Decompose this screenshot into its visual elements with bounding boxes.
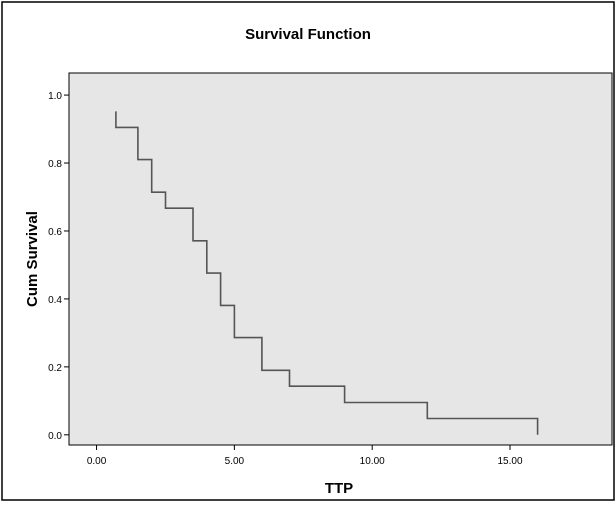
x-axis-label: TTP	[325, 480, 353, 497]
y-tick-label: 1.0	[48, 91, 62, 102]
y-tick-label: 0.8	[48, 159, 62, 170]
x-tick-label: 15.00	[497, 456, 522, 467]
y-axis-label: Cum Survival	[24, 211, 41, 307]
x-tick-label: 0.00	[87, 456, 107, 467]
y-tick-label: 0.4	[48, 295, 62, 306]
y-tick-label: 0.0	[48, 431, 62, 442]
chart-title: Survival Function	[245, 26, 371, 43]
x-tick-label: 10.00	[360, 456, 385, 467]
y-tick-label: 0.6	[48, 227, 62, 238]
y-axis-ticks: 0.0 0.2 0.4 0.6 0.8 1.0	[48, 91, 69, 442]
x-tick-label: 5.00	[225, 456, 245, 467]
y-tick-label: 0.2	[48, 363, 62, 374]
survival-step-line	[115, 111, 539, 435]
x-axis-ticks: 0.00 5.00 10.00 15.00	[87, 445, 523, 467]
plot-area	[68, 72, 613, 446]
